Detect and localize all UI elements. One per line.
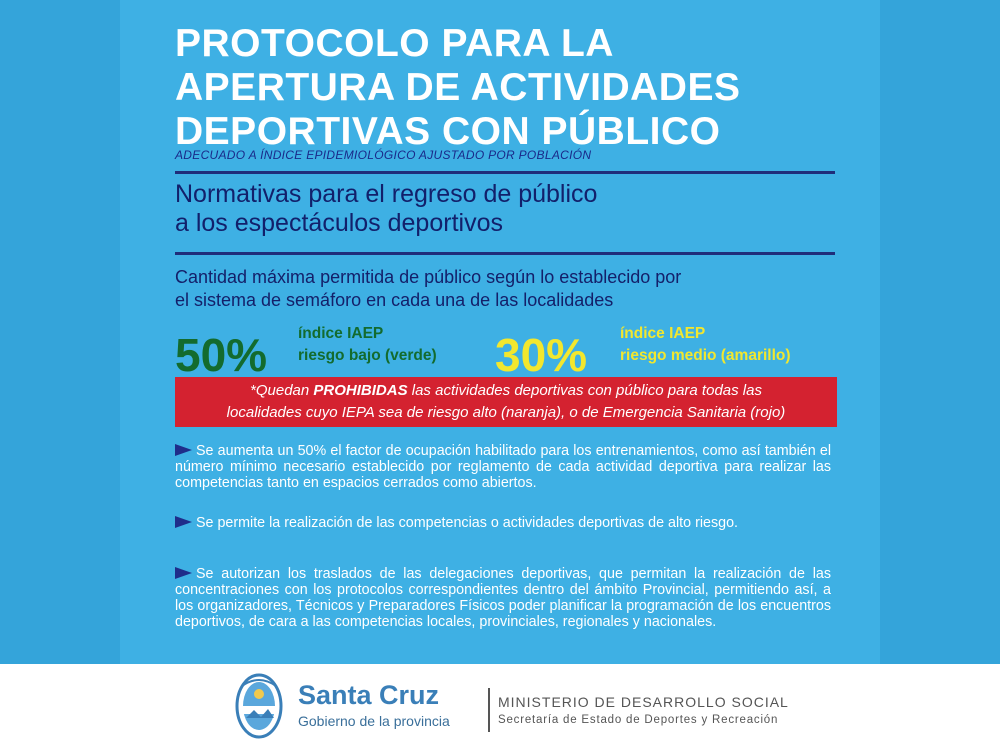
intro-text: Cantidad máxima permitida de público seg… xyxy=(175,266,835,312)
bullet-item: Se aumenta un 50% el factor de ocupación… xyxy=(175,443,831,491)
bullet-text: Se permite la realización de las compete… xyxy=(196,515,738,531)
footer xyxy=(0,664,1000,750)
alert-rest: las actividades deportivas con público p… xyxy=(407,382,762,399)
divider xyxy=(175,252,835,255)
green-label: índice IAEP riesgo bajo (verde) xyxy=(298,323,437,367)
section-heading: Normativas para el regreso de público a … xyxy=(175,180,835,238)
prohibition-alert: *Quedan PROHIBIDAS las actividades depor… xyxy=(175,377,837,427)
triangle-bullet-icon xyxy=(175,444,192,456)
bullet-text: Se aumenta un 50% el factor de ocupación… xyxy=(175,443,831,491)
ministry-name: MINISTERIO DE DESARROLLO SOCIAL xyxy=(498,694,789,710)
bullet-item: Se autorizan los traslados de las delega… xyxy=(175,566,831,630)
bullet-item: Se permite la realización de las compete… xyxy=(175,515,831,531)
right-margin xyxy=(880,0,1000,750)
heading-line: Normativas para el regreso de público xyxy=(175,180,598,208)
yellow-label-line1: índice IAEP xyxy=(620,325,706,342)
triangle-bullet-icon xyxy=(175,516,192,528)
left-margin xyxy=(0,0,120,750)
heading-line: a los espectáculos deportivos xyxy=(175,209,503,237)
title-line: DEPORTIVAS CON PÚBLICO xyxy=(175,110,721,153)
intro-line: Cantidad máxima permitida de público seg… xyxy=(175,267,682,287)
alert-line2: localidades cuyo IEPA sea de riesgo alto… xyxy=(226,404,786,421)
green-percent: 50% xyxy=(175,329,268,381)
brand-subtitle: Gobierno de la provincia xyxy=(298,713,450,729)
ministry-subtitle: Secretaría de Estado de Deportes y Recre… xyxy=(498,714,779,726)
poster-subtitle: ADECUADO A ÍNDICE EPIDEMIOLÓGICO AJUSTAD… xyxy=(175,148,592,162)
yellow-label: índice IAEP riesgo medio (amarillo) xyxy=(620,323,791,367)
yellow-label-line2: riesgo medio (amarillo) xyxy=(620,347,791,364)
divider xyxy=(175,171,835,174)
triangle-bullet-icon xyxy=(175,567,192,579)
yellow-percent: 30% xyxy=(495,329,588,381)
green-label-line2: riesgo bajo (verde) xyxy=(298,347,437,364)
alert-bold: PROHIBIDAS xyxy=(313,382,408,399)
poster-title: PROTOCOLO PARA LA APERTURA DE ACTIVIDADE… xyxy=(175,22,855,154)
footer-divider xyxy=(488,688,490,732)
green-label-line1: índice IAEP xyxy=(298,325,384,342)
poster: PROTOCOLO PARA LA APERTURA DE ACTIVIDADE… xyxy=(120,0,880,750)
title-line: PROTOCOLO PARA LA xyxy=(175,22,614,65)
intro-line: el sistema de semáforo en cada una de la… xyxy=(175,290,614,310)
bullet-text: Se autorizan los traslados de las delega… xyxy=(175,566,831,630)
title-line: APERTURA DE ACTIVIDADES xyxy=(175,66,741,109)
alert-prefix: *Quedan xyxy=(250,382,314,399)
provincial-crest-icon xyxy=(235,673,283,739)
brand-name: Santa Cruz xyxy=(298,680,440,710)
